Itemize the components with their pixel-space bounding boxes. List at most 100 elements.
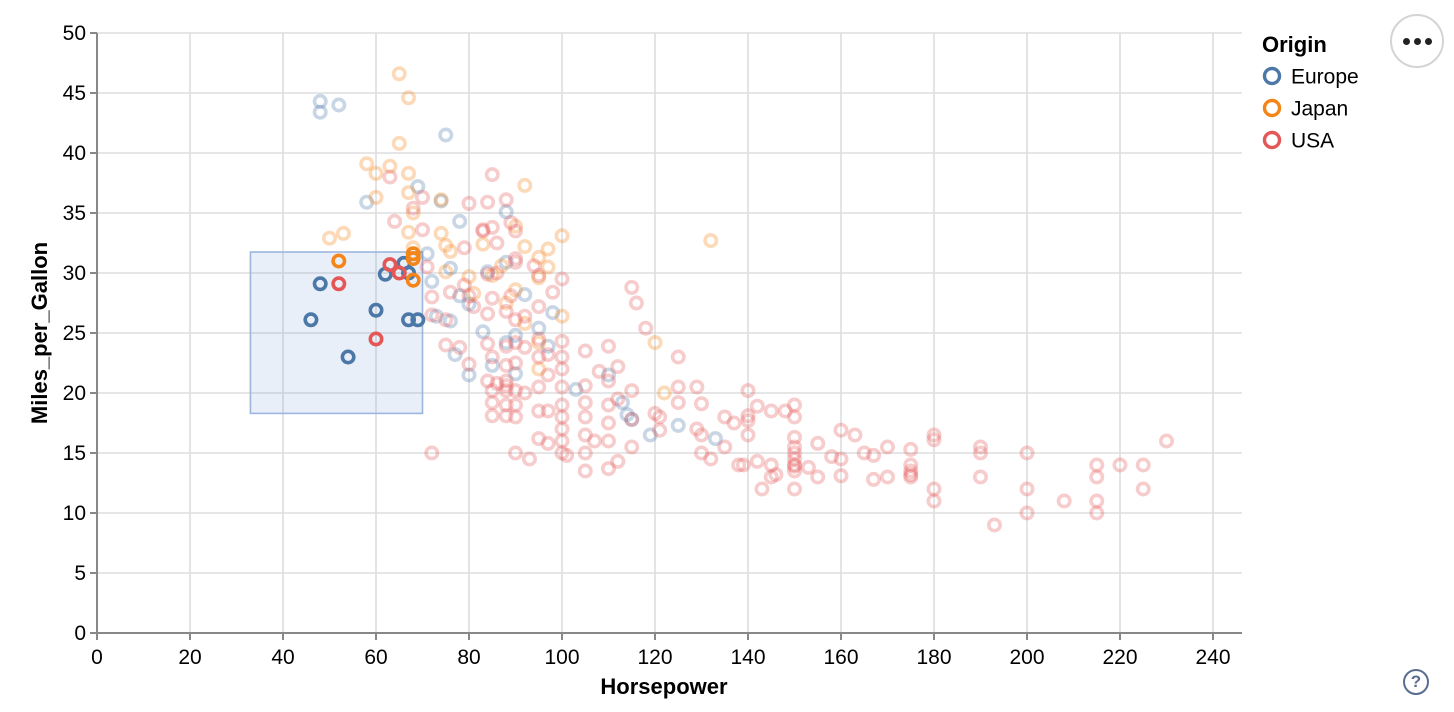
point (461, 288, 477, 304)
point (498, 303, 514, 319)
x-tick-label: 240 (1195, 646, 1230, 669)
point (587, 433, 603, 449)
point (740, 408, 756, 424)
actions-menu-button[interactable] (1390, 14, 1444, 68)
y-tick-label: 40 (63, 142, 86, 165)
point (689, 421, 705, 437)
point (484, 167, 500, 183)
y-tick-label: 25 (63, 322, 86, 345)
point (419, 246, 435, 262)
point (498, 335, 514, 351)
point (498, 408, 514, 424)
point (647, 335, 663, 351)
point (786, 429, 802, 445)
point (480, 373, 496, 389)
point (554, 379, 570, 395)
x-tick-label: 140 (730, 646, 765, 669)
help-button[interactable]: ? (1403, 669, 1429, 695)
point (879, 439, 895, 455)
point (624, 411, 640, 427)
point (610, 391, 626, 407)
point (521, 451, 537, 467)
point (447, 347, 463, 363)
point (517, 339, 533, 355)
point (554, 409, 570, 425)
point (777, 403, 793, 419)
point (972, 439, 988, 455)
point (972, 445, 988, 461)
point (405, 251, 421, 267)
point (507, 397, 523, 413)
point (507, 218, 523, 234)
point (507, 383, 523, 399)
point (600, 373, 616, 389)
point (554, 445, 570, 461)
point (754, 481, 770, 497)
point (540, 435, 556, 451)
point (866, 447, 882, 463)
point (1112, 457, 1128, 473)
point (600, 433, 616, 449)
point (703, 451, 719, 467)
point (749, 453, 765, 469)
x-tick-label: 40 (271, 646, 294, 669)
point (1089, 505, 1105, 521)
point (763, 457, 779, 473)
point (903, 469, 919, 485)
point (833, 422, 849, 438)
point (517, 177, 533, 193)
point (554, 361, 570, 377)
point (926, 432, 942, 448)
x-tick-label: 180 (916, 646, 951, 669)
point (489, 265, 505, 281)
point (670, 379, 686, 395)
point (438, 237, 454, 253)
point (526, 258, 542, 274)
point (438, 264, 454, 280)
point (1056, 493, 1072, 509)
point (786, 463, 802, 479)
point (531, 270, 547, 286)
point (484, 349, 500, 365)
point (517, 385, 533, 401)
point (531, 335, 547, 351)
point (442, 260, 458, 276)
point (614, 395, 630, 411)
point (410, 179, 426, 195)
point (689, 379, 705, 395)
point (800, 459, 816, 475)
point (740, 383, 756, 399)
points (303, 66, 1175, 533)
point (554, 421, 570, 437)
point (545, 284, 561, 300)
point (433, 193, 449, 209)
point (786, 439, 802, 455)
x-axis-title: Horsepower (600, 674, 728, 699)
point (926, 481, 942, 497)
point (577, 409, 593, 425)
point (456, 277, 472, 293)
legend-entry-japan: Japan (1262, 98, 1348, 121)
legend: Origin Europe Japan USA (1262, 32, 1359, 153)
point (903, 467, 919, 483)
point (507, 335, 523, 351)
point (312, 276, 328, 292)
point (540, 347, 556, 363)
point (382, 169, 398, 185)
point (540, 241, 556, 257)
point (810, 469, 826, 485)
legend-label: USA (1291, 130, 1334, 153)
point (507, 366, 523, 382)
point (693, 396, 709, 412)
point (452, 213, 468, 229)
point (786, 451, 802, 467)
point (475, 236, 491, 252)
point (489, 375, 505, 391)
axes: 0 20 40 60 80 100 120 140 160 180 200 220 240 0 5 10 15 2… (63, 22, 1242, 669)
point (359, 156, 375, 172)
point (480, 194, 496, 210)
point (340, 349, 356, 365)
point (726, 415, 742, 431)
y-tick-label: 0 (74, 622, 86, 645)
